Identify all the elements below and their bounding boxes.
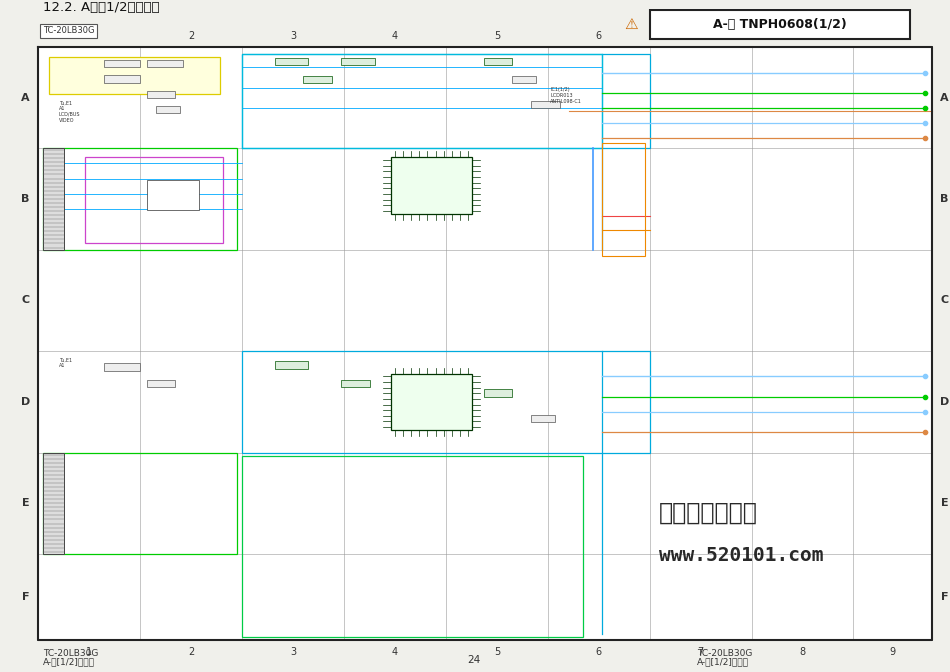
Text: E: E [22,498,29,508]
Bar [275,58,308,65]
Bar [43,452,238,554]
Text: 8: 8 [800,647,806,657]
Bar [650,9,910,39]
Bar [391,374,472,430]
Bar [341,58,374,65]
Text: 6: 6 [596,31,602,41]
Text: A: A [21,93,29,103]
Bar [104,60,141,67]
Text: 5: 5 [494,647,500,657]
Text: 7: 7 [697,647,704,657]
Text: A: A [940,93,949,103]
Text: 9: 9 [890,31,896,41]
Bar [484,58,512,65]
Text: 9: 9 [890,647,896,657]
Bar [275,362,308,370]
Text: 4: 4 [392,647,398,657]
Bar [43,148,64,249]
Text: F: F [940,592,948,602]
Text: IC1(1/2)
LCDR013
ANTIL098-C1: IC1(1/2) LCDR013 ANTIL098-C1 [550,87,582,103]
Text: 7: 7 [697,31,704,41]
Bar [49,57,220,93]
Text: www.520101.com: www.520101.com [659,546,824,565]
Bar [602,144,645,256]
Bar [147,60,183,67]
Text: TC-20LB30G: TC-20LB30G [43,26,94,35]
Text: C: C [22,295,29,305]
Text: TC-20LB30G: TC-20LB30G [697,649,752,658]
Bar [43,148,238,249]
Text: D: D [940,396,949,407]
Bar [86,157,223,243]
Text: 3: 3 [290,647,296,657]
Text: B: B [22,194,29,204]
Text: A-板[1/2]线路图: A-板[1/2]线路图 [43,658,95,667]
Text: TC-20LB30G: TC-20LB30G [43,649,98,658]
Bar [157,106,180,113]
Text: 2: 2 [188,647,194,657]
Bar [104,75,141,83]
Text: 1: 1 [86,647,92,657]
Text: E: E [940,498,948,508]
Text: 家电维修资料网: 家电维修资料网 [659,501,758,525]
Bar [38,47,932,640]
Bar [104,364,141,372]
Text: 24: 24 [467,655,481,665]
Bar [147,380,176,386]
Bar [531,101,560,108]
Bar [341,380,370,386]
Text: A-板[1/2]线路图: A-板[1/2]线路图 [697,658,749,667]
Bar [242,456,583,637]
Text: D: D [21,396,30,407]
Text: B: B [940,194,949,204]
Bar [147,180,200,210]
Bar [512,76,536,83]
Bar [242,351,650,452]
Text: A-板 TNPH0608(1/2): A-板 TNPH0608(1/2) [713,17,846,31]
Text: Tu,E1
A1: Tu,E1 A1 [59,358,72,368]
Text: 8: 8 [800,31,806,41]
Bar [147,91,176,97]
Text: C: C [940,295,949,305]
Bar [242,54,650,148]
Text: 3: 3 [290,31,296,41]
Bar [43,452,64,554]
Text: 4: 4 [392,31,398,41]
Text: 5: 5 [494,31,500,41]
Text: F: F [22,592,29,602]
Text: Tu,E1
A1
LCD/BUS
VIDEO: Tu,E1 A1 LCD/BUS VIDEO [59,100,81,123]
Bar [531,415,555,422]
Bar [303,76,332,83]
Text: 6: 6 [596,647,602,657]
Bar [484,388,512,396]
Text: 2: 2 [188,31,194,41]
Text: 1: 1 [86,31,92,41]
Text: ⚠: ⚠ [624,17,637,32]
Text: 12.2. A板（1/2）线路图: 12.2. A板（1/2）线路图 [43,1,160,14]
Bar [391,157,472,214]
